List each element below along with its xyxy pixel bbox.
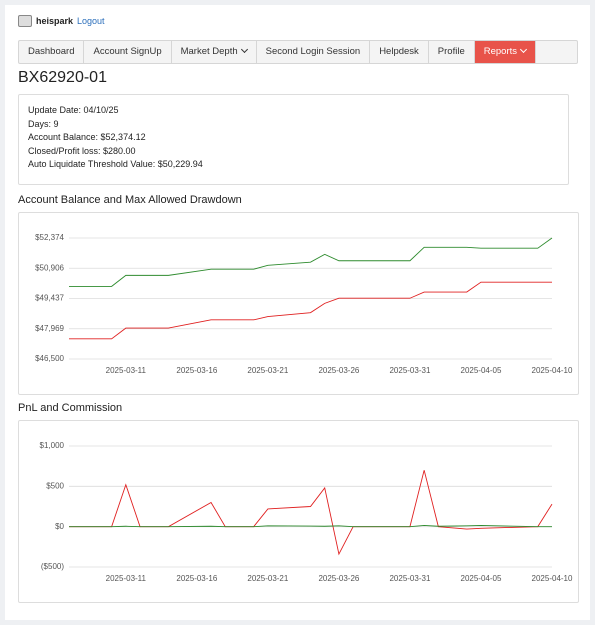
y-tick-label: $52,374: [35, 233, 64, 242]
chart-box: ($500) $0 $500 $1,000 2025-03-11 2025-03-16 20…: [18, 420, 579, 603]
nav-item[interactable]: Dashboard: [19, 41, 85, 63]
y-tick-label: ($500): [41, 562, 64, 571]
info-line: Update Date: 04/10/25: [28, 105, 119, 115]
info-line: Account Balance: $52,374.12: [28, 132, 146, 142]
x-tick-label: 2025-03-21: [247, 574, 288, 583]
data-line: [69, 237, 553, 287]
x-tick-label: 2025-03-26: [318, 366, 359, 375]
header: heispark Logout: [18, 15, 105, 27]
info-line: Auto Liquidate Threshold Value: $50,229.…: [28, 159, 203, 169]
nav-label: Reports: [483, 46, 517, 57]
nav-label: Profile: [437, 46, 465, 57]
data-line: [69, 525, 552, 528]
info-box: Update Date: 04/10/25 Days: 9 Account Bala…: [18, 94, 569, 185]
nav-bar: Dashboard Account SignUp Market Depth Secon…: [18, 40, 578, 64]
account-title: BX62920-01: [18, 69, 107, 86]
nav-item[interactable]: Second Login Session: [257, 41, 371, 63]
x-tick-label: 2025-04-05: [461, 574, 502, 583]
info-line: Days: 9: [28, 118, 59, 129]
chevron: [240, 45, 248, 54]
x-tick-label: 2025-03-31: [389, 366, 430, 375]
x-tick-label: 2025-03-26: [318, 574, 359, 583]
y-tick-label: $46,500: [35, 354, 64, 363]
chevron: [519, 45, 528, 54]
y-tick-label: $50,906: [35, 263, 64, 272]
nav-item[interactable]: Account SignUp: [84, 41, 172, 63]
nav-item[interactable]: Helpdesk: [370, 41, 429, 63]
x-tick-label: 2025-04-10: [532, 574, 573, 583]
chart-box: $46,500 $47,969 $49,437 $50,906 $52,374 2025-…: [18, 212, 579, 395]
y-tick-label: $500: [46, 481, 64, 490]
user-icon: [18, 15, 32, 27]
x-tick-label: 2025-04-05: [461, 366, 502, 375]
x-tick-label: 2025-03-31: [389, 574, 430, 583]
info-line: Closed/Profit loss: $280.00: [28, 145, 136, 156]
chart: $46,500 $47,969 $49,437 $50,906 $52,374 2025-…: [35, 233, 573, 375]
data-line: [69, 470, 553, 556]
nav-label: Helpdesk: [379, 46, 419, 57]
logout-link[interactable]: Logout: [77, 16, 105, 26]
x-tick-label: 2025-04-10: [532, 366, 573, 375]
y-tick-label: $1,000: [40, 441, 65, 450]
nav-item[interactable]: Reports: [474, 41, 536, 63]
nav-label: Market Depth: [180, 46, 238, 57]
nav-item[interactable]: Profile: [429, 41, 475, 63]
nav-label: Dashboard: [28, 46, 75, 57]
x-tick-label: 2025-03-11: [106, 574, 147, 583]
chart: ($500) $0 $500 $1,000 2025-03-11 2025-03-16 20…: [40, 441, 573, 583]
x-tick-label: 2025-03-11: [106, 366, 147, 375]
section-title: PnL and Commission: [18, 402, 123, 414]
x-tick-label: 2025-03-21: [247, 366, 288, 375]
x-tick-label: 2025-03-16: [176, 366, 217, 375]
section-title: Account Balance and Max Allowed Drawdown: [18, 194, 242, 206]
user-name: heispark: [36, 16, 74, 26]
y-tick-label: $49,437: [35, 294, 64, 303]
nav-label: Second Login Session: [265, 46, 361, 57]
nav-item[interactable]: Market Depth: [172, 41, 257, 63]
nav-label: Account SignUp: [93, 46, 162, 57]
y-tick-label: $0: [55, 522, 64, 531]
data-line: [69, 281, 552, 340]
y-tick-label: $47,969: [35, 324, 64, 333]
x-tick-label: 2025-03-16: [176, 574, 217, 583]
